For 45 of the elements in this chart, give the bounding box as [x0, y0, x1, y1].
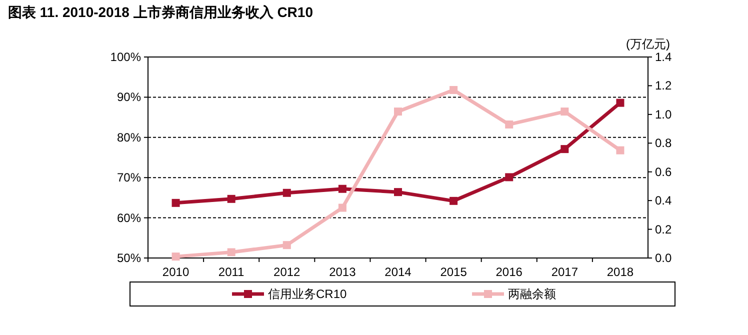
- point: [282, 241, 291, 250]
- y-tick-label: 60%: [116, 210, 142, 225]
- point: [560, 145, 569, 154]
- point: [505, 120, 514, 128]
- point: [338, 184, 346, 193]
- x-tick-label: 2013: [329, 265, 356, 279]
- point: [560, 108, 569, 116]
- y2-tick-label: 1.2: [655, 78, 672, 93]
- point: [227, 194, 236, 203]
- x-tick-label: 2015: [440, 265, 468, 279]
- x-tick-label: 2018: [606, 265, 634, 279]
- y2-tick-label: 1.4: [655, 50, 672, 64]
- x-tick-label: 2012: [274, 265, 301, 279]
- x-tick-label: 2014: [384, 265, 412, 279]
- x-tick-label: 2017: [551, 265, 578, 279]
- y-tick-label: 70%: [116, 170, 142, 185]
- point: [616, 146, 624, 154]
- y-tick-label: 90%: [116, 90, 142, 104]
- point: [282, 188, 291, 197]
- point: [394, 108, 402, 116]
- x-tick-label: 2016: [496, 265, 523, 279]
- y2-tick-label: 1.0: [655, 107, 672, 122]
- y2-tick-label: 0.4: [655, 194, 672, 208]
- point: [450, 86, 458, 94]
- y2-tick-label: 0.8: [655, 136, 672, 150]
- point: [505, 173, 514, 182]
- point: [172, 252, 180, 261]
- point: [450, 196, 458, 205]
- y2-tick-label: 0.6: [655, 164, 672, 179]
- legend-label: 信用业务CR10: [268, 287, 348, 301]
- point: [616, 98, 624, 107]
- y2-tick-label: 0.2: [655, 222, 672, 236]
- y-tick-label: 100%: [110, 50, 142, 64]
- legend-label: 两融余额: [508, 287, 556, 301]
- y-tick-label: 80%: [116, 130, 142, 144]
- y2-tick-label: 0.0: [655, 251, 672, 265]
- chart-title: 图表 11. 2010-2018 上市券商信用业务收入 CR10: [8, 4, 314, 20]
- x-tick-label: 2010: [162, 265, 190, 279]
- y-tick-label: 50%: [116, 251, 142, 265]
- x-tick-label: 2011: [218, 265, 245, 279]
- point: [227, 248, 236, 256]
- y2-axis-title: (万亿元): [626, 37, 670, 51]
- point: [338, 204, 346, 212]
- point: [394, 188, 402, 196]
- point: [172, 198, 180, 207]
